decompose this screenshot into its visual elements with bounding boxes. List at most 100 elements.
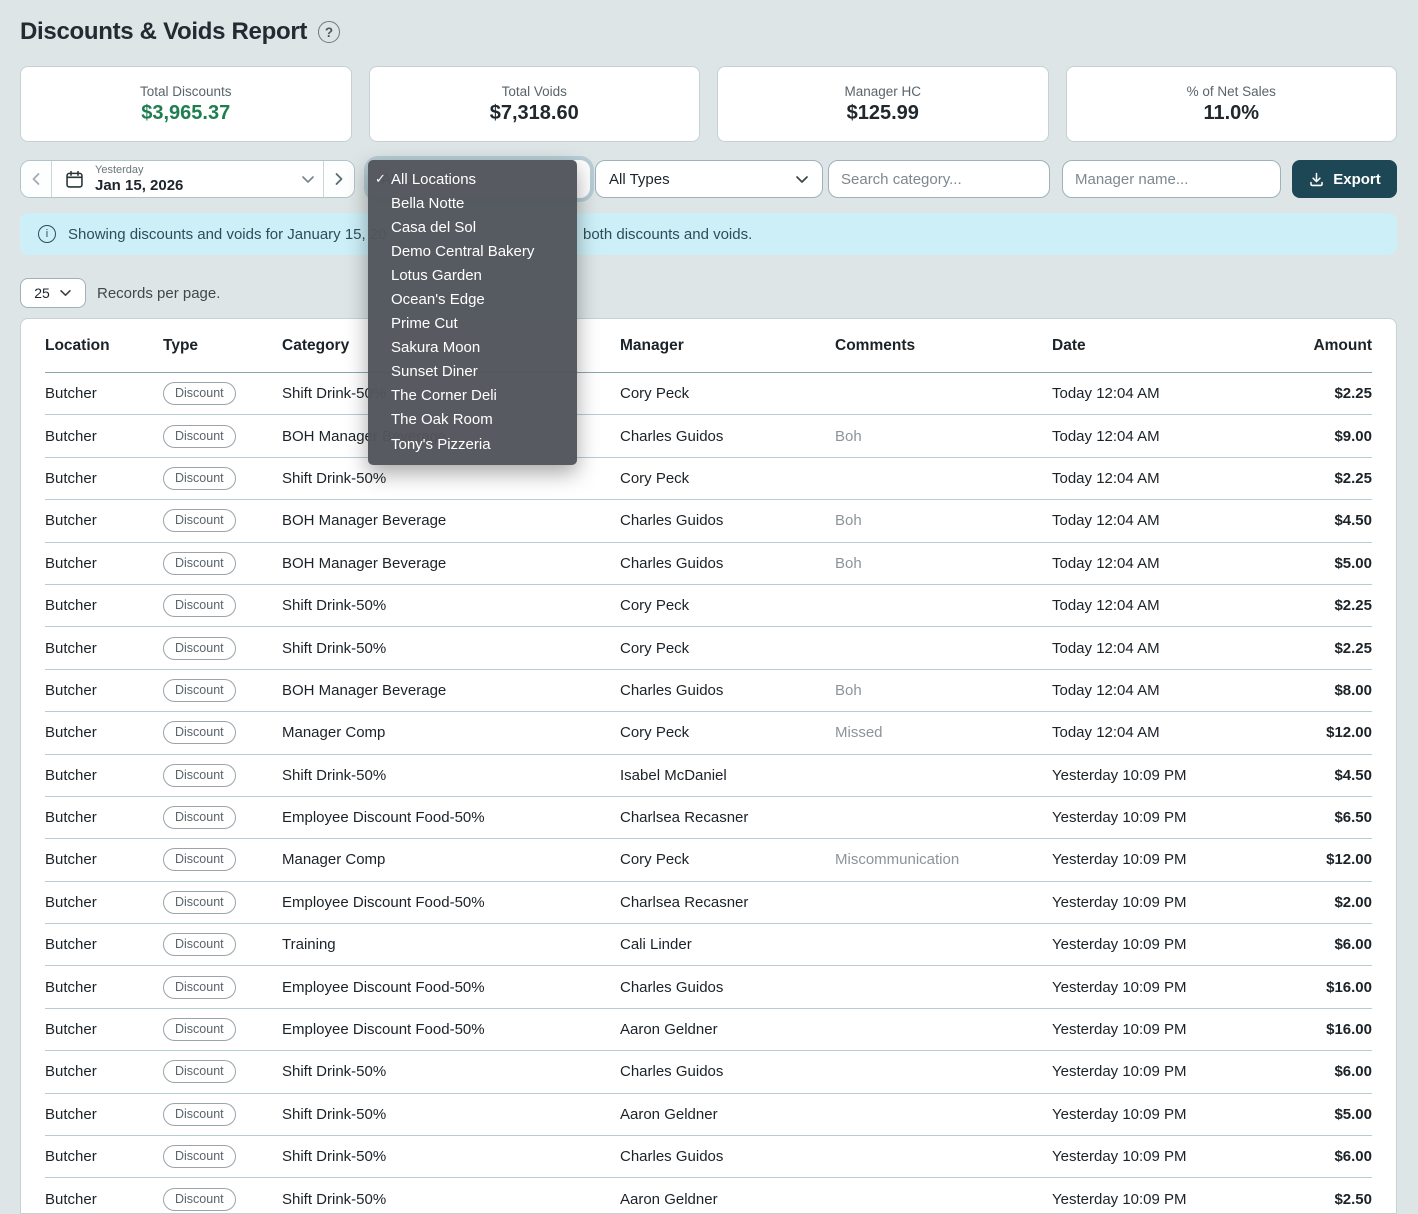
table-row: Butcher Discount BOH Manager Beverage Charl… <box>45 500 1372 543</box>
cell-category: Shift Drink-50% <box>282 1063 387 1081</box>
cell-manager: Cali Linder <box>620 936 692 954</box>
cell-amount: $16.00 <box>1326 1021 1372 1039</box>
cell-category: Manager Comp <box>282 724 386 742</box>
table-row: Butcher Discount Training Cali Linder Yester… <box>45 924 1372 967</box>
records-per-page-value: 25 <box>34 285 50 301</box>
location-option[interactable]: Sakura Moon <box>391 339 481 357</box>
export-button[interactable]: Export <box>1292 160 1397 198</box>
location-option[interactable]: Lotus Garden <box>391 266 482 284</box>
cell-date: Yesterday 10:09 PM <box>1052 1021 1187 1039</box>
date-relative-label: Yesterday <box>95 164 144 177</box>
table-row: Butcher Discount Shift Drink-50% Aaron Geld… <box>45 1178 1372 1213</box>
cell-location: Butcher <box>45 724 97 742</box>
cell-manager: Charlsea Recasner <box>620 893 749 911</box>
cell-type: Discount <box>163 890 282 914</box>
cell-category: BOH Manager Beverage <box>282 554 447 572</box>
next-day-button[interactable] <box>323 161 354 197</box>
table-row: Butcher Discount BOH Manager Beverage Charl… <box>45 543 1372 585</box>
table-row: Butcher Discount Shift Drink-50% Isabel McD… <box>45 755 1372 797</box>
cell-amount: $16.00 <box>1326 978 1372 996</box>
type-badge: Discount <box>163 933 236 957</box>
col-header-type: Type <box>163 336 199 354</box>
cell-manager: Charles Guidos <box>620 1063 724 1081</box>
cell-amount: $6.00 <box>1334 936 1372 954</box>
cell-manager: Charles Guidos <box>620 1148 724 1166</box>
records-per-page-select[interactable]: 25 <box>20 278 86 308</box>
cell-amount: $2.25 <box>1334 385 1372 403</box>
cell-amount: $6.50 <box>1334 809 1372 827</box>
cell-manager: Isabel McDaniel <box>620 766 727 784</box>
cell-location: Butcher <box>45 766 97 784</box>
location-option[interactable]: The Oak Room <box>391 411 493 429</box>
table-row: Butcher Discount Shift Drink-50% Cory Peck T… <box>45 373 1372 416</box>
type-badge: Discount <box>163 763 236 787</box>
prev-day-button[interactable] <box>21 161 52 197</box>
cell-location: Butcher <box>45 597 97 615</box>
location-option[interactable]: The Corner Deli <box>391 387 497 405</box>
cell-manager: Cory Peck <box>620 724 690 742</box>
type-badge: Discount <box>163 636 236 660</box>
card-label: Total Voids <box>501 83 567 99</box>
location-option[interactable]: Ocean's Edge <box>391 291 485 309</box>
cell-amount: $2.50 <box>1334 1190 1372 1208</box>
location-option[interactable]: Sunset Diner <box>391 363 478 381</box>
manager-search-input[interactable] <box>1062 160 1281 198</box>
col-header-manager: Manager <box>620 336 684 354</box>
cell-amount: $9.00 <box>1334 427 1372 445</box>
type-badge: Discount <box>163 975 236 999</box>
cell-amount: $8.00 <box>1334 681 1372 699</box>
location-dropdown: ✓ All Locations Bella Notte Casa del Sol Dem… <box>368 160 577 466</box>
cell-comments: Miscommunication <box>835 851 960 869</box>
location-option[interactable]: Demo Central Bakery <box>391 242 535 260</box>
chevron-left-icon <box>32 173 40 185</box>
cell-category: Employee Discount Food-50% <box>282 893 485 911</box>
cell-amount: $4.50 <box>1334 512 1372 530</box>
cell-type: Discount <box>163 1145 282 1169</box>
type-badge: Discount <box>163 721 236 745</box>
date-value: Jan 15, 2026 <box>95 176 184 194</box>
location-option[interactable]: Casa del Sol <box>391 218 477 236</box>
cell-amount: $6.00 <box>1334 1148 1372 1166</box>
cell-date: Today 12:04 AM <box>1052 385 1160 403</box>
cell-date: Today 12:04 AM <box>1052 724 1160 742</box>
table-header-row: Location Type Category Manager Comments … <box>45 319 1372 373</box>
cell-location: Butcher <box>45 554 97 572</box>
table-row: Butcher Discount Shift Drink-50% Charles Gu… <box>45 1051 1372 1094</box>
card-pct-net-sales: % of Net Sales 11.0% <box>1065 66 1397 142</box>
calendar-icon <box>66 170 83 188</box>
cell-location: Butcher <box>45 1063 97 1081</box>
cell-category: Shift Drink-50% <box>282 766 387 784</box>
page-title: Discounts & Voids Report <box>20 18 308 45</box>
col-header-amount: Amount <box>1313 336 1372 354</box>
location-option[interactable]: Prime Cut <box>391 315 458 333</box>
card-value: $7,318.60 <box>489 101 579 124</box>
table-row: Butcher Discount Employee Discount Food-50… <box>45 1009 1372 1052</box>
table-row: Butcher Discount Shift Drink-50% Aaron Geld… <box>45 1094 1372 1137</box>
category-search-input[interactable] <box>828 160 1050 198</box>
cell-type: Discount <box>163 382 282 406</box>
cell-date: Yesterday 10:09 PM <box>1052 1190 1187 1208</box>
cell-date: Yesterday 10:09 PM <box>1052 978 1187 996</box>
location-option[interactable]: Tony's Pizzeria <box>391 435 491 453</box>
cell-type: Discount <box>163 848 282 872</box>
cell-manager: Aaron Geldner <box>620 1021 718 1039</box>
date-picker: Yesterday Jan 15, 2026 <box>20 160 355 198</box>
type-badge: Discount <box>163 1145 236 1169</box>
cell-comments: Boh <box>835 554 862 572</box>
date-display[interactable]: Yesterday Jan 15, 2026 <box>52 161 323 197</box>
cell-amount: $12.00 <box>1326 851 1372 869</box>
help-icon[interactable]: ? <box>318 21 341 43</box>
card-manager-hc: Manager HC $125.99 <box>717 66 1049 142</box>
table-row: Butcher Discount Manager Comp Cory Peck Misc… <box>45 839 1372 882</box>
cell-manager: Cory Peck <box>620 385 690 403</box>
cell-location: Butcher <box>45 639 97 657</box>
location-option[interactable]: Bella Notte <box>391 194 465 212</box>
table-row: Butcher Discount Employee Discount Food-50… <box>45 966 1372 1009</box>
cell-manager: Cory Peck <box>620 469 690 487</box>
type-select[interactable]: All Types <box>595 160 823 198</box>
cell-date: Today 12:04 AM <box>1052 554 1160 572</box>
cell-location: Butcher <box>45 1021 97 1039</box>
type-badge: Discount <box>163 594 236 618</box>
location-option[interactable]: ✓ All Locations <box>375 170 477 188</box>
records-per-page-label: Records per page. <box>97 284 221 302</box>
